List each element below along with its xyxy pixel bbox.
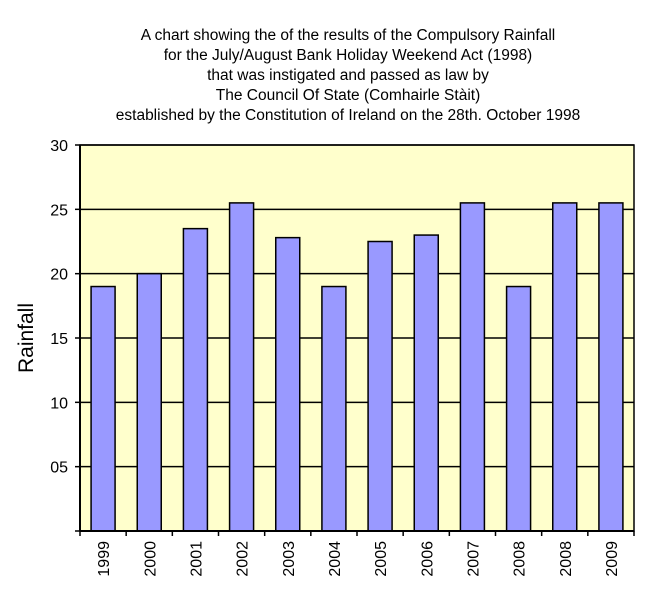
y-axis-label: Rainfall [15,303,38,373]
chart-title-line: for the July/August Bank Holiday Weekend… [164,47,532,64]
y-tick-labels: 30 25 20 15 10 05 [50,138,68,477]
chart-title-line: that was instigated and passed as law by [207,67,489,84]
bar-2008-9 [505,285,532,532]
bar-2007-8 [459,202,486,532]
chart-title-line: The Council Of State (Comhairle Stàit) [216,87,480,104]
x-tick-labels: 1999 2000 2001 2002 2003 2004 2005 2006 2007 2008… [96,541,621,577]
x-tick-label: 2009 [604,541,621,577]
gridlines [80,144,634,468]
y-tick-label: 10 [50,395,68,412]
bar-2008-10 [552,202,578,532]
y-tick-label: 15 [50,331,68,348]
x-tick-label: 2007 [465,541,482,577]
bar-2005-6 [367,240,393,532]
chart-title-line: A chart showing the of the results of th… [141,27,555,44]
y-tick-label: 05 [50,460,68,477]
bar-2009-11 [598,202,624,532]
chart-title-line: established by the Constitution of Irela… [116,107,580,124]
bar-2001-2 [182,227,209,532]
bar-1999-0 [90,285,116,532]
bar-2000-1 [136,272,162,532]
bar-2002-3 [228,202,255,532]
x-tick-label: 2001 [188,541,205,577]
x-tick-label: 2002 [235,541,252,577]
y-tick-label: 25 [50,202,68,219]
x-tick-label: 2006 [419,541,436,577]
x-tick-label: 2008 [512,541,529,577]
x-tick-label: 2005 [373,541,390,577]
bar-2004-5 [321,285,347,532]
x-tick-label: 2000 [142,541,159,577]
chart-title: A chart showing the of the results of th… [116,27,580,124]
y-tick-label: 30 [50,138,68,155]
bar-2003-4 [275,236,301,532]
x-tick-label: 2004 [327,541,344,577]
bar-2006-7 [413,234,439,532]
y-tick-label: 20 [50,267,68,284]
x-tick-label: 2008 [558,541,575,577]
bars [90,202,624,532]
x-tick-label: 1999 [96,541,113,577]
axes [75,144,635,536]
x-tick-label: 2003 [281,541,298,577]
